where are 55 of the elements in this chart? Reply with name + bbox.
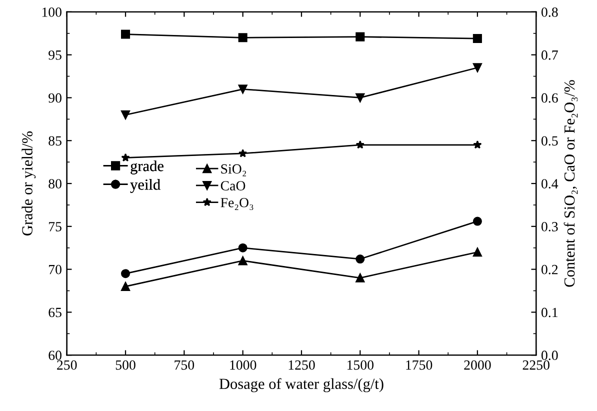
point bbox=[473, 140, 482, 149]
legend-label: yeild bbox=[130, 179, 160, 193]
y-tick-label: 100 bbox=[42, 8, 62, 17]
point bbox=[356, 140, 364, 149]
x-tick-label: 2000 bbox=[464, 360, 491, 370]
x-tick-label: 1500 bbox=[347, 360, 374, 370]
point bbox=[121, 282, 130, 291]
point bbox=[472, 248, 482, 257]
point bbox=[238, 84, 248, 94]
point bbox=[238, 243, 248, 252]
point bbox=[356, 254, 365, 264]
point bbox=[356, 93, 365, 102]
y2-tick-label: 0.4 bbox=[541, 179, 558, 189]
legend-label: CaO bbox=[220, 181, 246, 190]
y2-tick-label: 0.6 bbox=[541, 93, 558, 103]
point bbox=[472, 63, 482, 72]
point bbox=[121, 153, 130, 162]
y2-tick-label: 0.0 bbox=[541, 350, 558, 360]
y2-tick-label: 0.8 bbox=[541, 8, 558, 17]
y-tick-label: 95 bbox=[48, 50, 62, 60]
y-tick-label: 60 bbox=[48, 350, 62, 360]
point bbox=[121, 110, 130, 120]
y2-tick-label: 0.5 bbox=[541, 136, 558, 146]
point bbox=[121, 269, 130, 278]
point bbox=[472, 34, 482, 44]
x-tick-label: 500 bbox=[116, 360, 136, 370]
x-tick-label: 2250 bbox=[522, 360, 550, 370]
x-tick-label: 1750 bbox=[406, 360, 432, 370]
x-tick-label: 1000 bbox=[230, 360, 256, 370]
legend-label: Fe₂O₃ bbox=[220, 198, 254, 210]
y-tick-label: 90 bbox=[48, 93, 62, 103]
y-tick-label: 85 bbox=[48, 136, 62, 146]
point bbox=[356, 32, 365, 42]
y2-tick-label: 0.7 bbox=[541, 50, 558, 60]
x-tick-label: 1250 bbox=[288, 360, 315, 370]
legend-label: grade bbox=[130, 160, 164, 174]
y-tick-label: 70 bbox=[49, 264, 62, 274]
y2-tick-label: 0.3 bbox=[541, 222, 558, 232]
point bbox=[238, 148, 248, 158]
point bbox=[238, 256, 248, 266]
y-axis-title: Grade or yield/% bbox=[22, 131, 36, 236]
x-axis-title: Dosage of water glass/(g/t) bbox=[219, 378, 384, 392]
y-tick-label: 80 bbox=[48, 179, 62, 188]
x-tick-label: 750 bbox=[174, 360, 194, 370]
y2-tick-label: 0.1 bbox=[541, 308, 558, 318]
point bbox=[356, 273, 365, 282]
point bbox=[121, 30, 130, 39]
y-tick-label: 65 bbox=[48, 308, 62, 318]
point bbox=[472, 216, 482, 226]
legend-label: SiO₂ bbox=[221, 164, 246, 176]
point bbox=[238, 33, 248, 42]
x-tick-label: 250 bbox=[57, 360, 77, 370]
y2-tick-label: 0.2 bbox=[541, 264, 558, 274]
y2-axis-title: Content of SiO₂, CaO or Fe₂O₃/% bbox=[564, 80, 578, 287]
y-tick-label: 75 bbox=[49, 222, 62, 232]
